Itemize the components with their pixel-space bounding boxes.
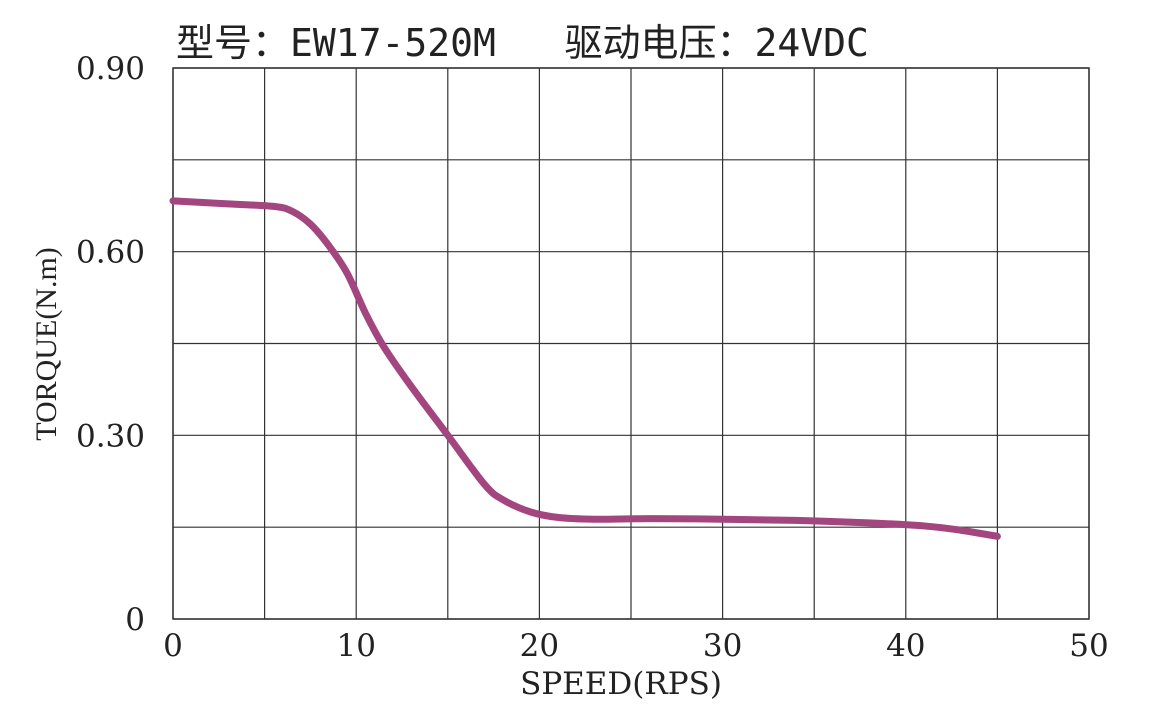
x-axis-label: SPEED(RPS) (520, 666, 722, 702)
x-axis-ticks: 0 10 20 30 40 50 (163, 628, 1109, 664)
y-tick-label: 0 (125, 602, 145, 638)
chart-title: 型号：EW17-520M 驱动电压：24VDC (176, 21, 869, 65)
x-tick-label: 0 (163, 628, 183, 664)
y-tick-label: 0.90 (76, 51, 145, 87)
y-tick-label: 0.60 (76, 235, 145, 271)
y-axis-label: TORQUE(N.m) (30, 247, 63, 441)
x-tick-label: 30 (703, 628, 742, 664)
series-group (169, 197, 1001, 540)
x-tick-label: 10 (336, 628, 375, 664)
torque-curve-line-0 (169, 197, 1001, 540)
x-tick-label: 50 (1069, 628, 1108, 664)
x-tick-label: 20 (520, 628, 559, 664)
plot-frame (172, 67, 1090, 620)
grid (172, 67, 1090, 620)
y-tick-label: 0.30 (76, 418, 145, 454)
x-tick-label: 40 (886, 628, 925, 664)
y-axis-ticks: 0 0.30 0.60 0.90 (76, 51, 145, 638)
